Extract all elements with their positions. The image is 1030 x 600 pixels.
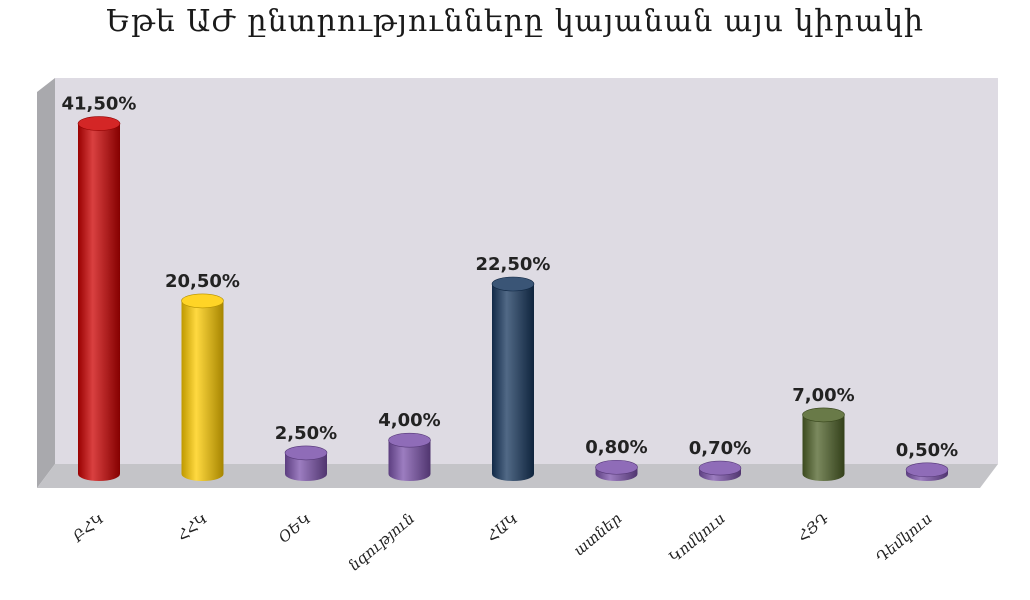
bar-top: [77, 116, 121, 131]
category-label: ՀՀԿ: [174, 509, 211, 544]
bar-top: [802, 407, 845, 423]
bar-7: [698, 460, 742, 481]
category-label: Կոմկուս: [665, 509, 728, 566]
bar-top: [181, 293, 224, 309]
data-label: 2,50%: [275, 423, 337, 444]
bar-body: [388, 440, 431, 481]
category-label: Դեմկուս: [872, 509, 935, 566]
bar-group: [77, 116, 949, 482]
data-label: 20,50%: [165, 271, 240, 292]
category-label: ՀՅԴ: [794, 509, 833, 545]
bar-top: [595, 459, 638, 475]
category-label: ՀԱԿ: [483, 509, 521, 545]
data-label: 22,50%: [476, 254, 551, 275]
bar-body: [285, 452, 327, 481]
bar-2: [181, 293, 224, 481]
bar-top: [388, 432, 431, 448]
bar-top: [491, 276, 535, 292]
bar-3: [284, 445, 328, 481]
data-label: 4,00%: [378, 410, 440, 431]
data-label-group: 41,50% 20,50% 2,50% 4,00% 22,50% 0,80% 0,70% 7,…: [62, 94, 959, 461]
bar-5: [491, 276, 535, 481]
chart-side-wall: [37, 78, 55, 488]
bar-body: [181, 300, 224, 481]
chart-back-wall: [55, 78, 998, 464]
bar-top: [284, 445, 328, 461]
bar-top: [905, 462, 949, 478]
data-label: 7,00%: [792, 385, 854, 406]
bar-body: [78, 123, 120, 482]
category-label: ատներ: [570, 509, 625, 559]
chart-title: Եթե ԱԺ ընտրությունները կայանան այս կիրակ…: [105, 4, 925, 39]
bar-6: [595, 459, 638, 481]
bar-body: [802, 414, 845, 481]
bar-body: [492, 284, 534, 481]
category-label-group: ԲՀԿ ՀՀԿ ՕԵԿ նգություն ՀԱԿ ատներ Կոմկուս ՀՅԴ Դեմկ…: [68, 509, 935, 575]
data-label: 0,50%: [896, 440, 958, 461]
bar-9: [905, 462, 949, 481]
bar-8: [802, 407, 845, 481]
category-label: ԲՀԿ: [68, 509, 107, 546]
bar-top: [698, 460, 742, 476]
bar-1: [77, 116, 121, 482]
data-label: 41,50%: [62, 94, 137, 115]
category-label: նգություն: [345, 509, 418, 574]
category-label: ՕԵԿ: [275, 509, 315, 546]
data-label: 0,70%: [689, 438, 751, 459]
data-label: 0,80%: [585, 437, 647, 458]
bar-4: [388, 432, 431, 481]
